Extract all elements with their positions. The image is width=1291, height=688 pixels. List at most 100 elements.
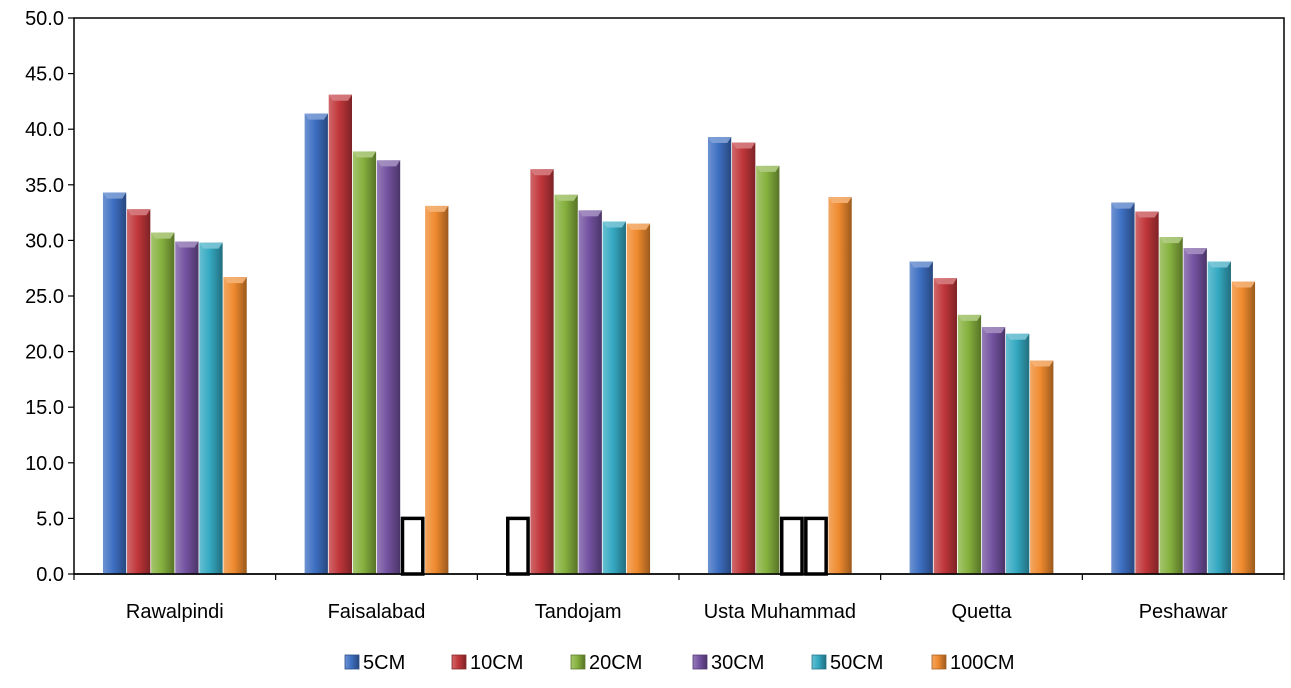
bar-bevel (626, 223, 651, 230)
legend-label: 10CM (470, 652, 523, 674)
missing-bar-placeholder (506, 516, 530, 576)
bar (578, 210, 602, 574)
bar (199, 242, 223, 574)
missing-bar-placeholder (804, 516, 828, 576)
bar-body (127, 209, 151, 574)
y-tick-label: 0.0 (36, 564, 64, 586)
bar-bevel (425, 205, 449, 212)
bar (530, 169, 554, 574)
y-tick-label: 20.0 (25, 342, 64, 364)
bar-body (957, 314, 982, 574)
legend-swatch (451, 654, 467, 670)
y-tick-label: 15.0 (25, 397, 64, 419)
bar-body (328, 94, 352, 574)
bar-bevel (1111, 202, 1135, 209)
legend-item: 20CM (570, 652, 642, 674)
legend-label: 50CM (830, 652, 883, 674)
bar-body (151, 232, 175, 574)
bar (909, 261, 933, 574)
bar (1111, 202, 1135, 575)
bar-body (102, 192, 127, 575)
y-tick-label: 30.0 (25, 230, 64, 252)
bar-body (352, 151, 377, 574)
bar-bevel (933, 278, 957, 285)
bar-body (909, 261, 933, 574)
bar-body (756, 165, 780, 574)
bar (175, 241, 199, 574)
bar (376, 160, 401, 574)
legend-item: 10CM (451, 652, 523, 674)
bar-bevel (732, 142, 756, 149)
bar-body (199, 242, 223, 574)
bar-body (1006, 333, 1030, 574)
legend-label: 30CM (711, 652, 764, 674)
y-tick-label: 50.0 (25, 8, 64, 30)
bar (328, 94, 352, 574)
x-tick-label: Tandojam (535, 601, 622, 623)
bar-bevel (1030, 360, 1054, 367)
legend-item: 100CM (931, 652, 1014, 674)
legend-item: 5CM (344, 652, 405, 674)
bar-body (602, 221, 626, 574)
bar-bevel (1159, 237, 1183, 244)
bar-bevel (578, 210, 602, 217)
bar (425, 205, 449, 575)
bar-body (828, 197, 852, 575)
bar-body (554, 194, 578, 575)
legend: 5CM 10CM 20CM 30CM 50CM 100CM (344, 652, 1014, 674)
bar (1207, 261, 1231, 574)
bar (223, 277, 247, 574)
bar-bevel (304, 113, 328, 120)
bar (1135, 211, 1159, 574)
bar-bevel (981, 327, 1006, 334)
bar (1030, 360, 1054, 574)
y-tick-label: 40.0 (25, 119, 64, 141)
bar-bevel (1231, 281, 1256, 288)
bar-bevel (828, 197, 852, 204)
bars (102, 94, 1256, 576)
bar (554, 194, 578, 575)
x-tick-label: Peshawar (1139, 601, 1228, 623)
bar-body (175, 241, 199, 574)
bar (756, 165, 780, 574)
y-tick-label: 45.0 (25, 64, 64, 86)
bar-body (732, 142, 756, 574)
y-axis: 0.0 5.0 10.0 15.0 20.0 25.0 30.0 35.0 40.0 45.0 50… (25, 8, 74, 586)
y-tick-label: 35.0 (25, 175, 64, 197)
x-axis: Rawalpindi Faisalabad Tandojam Usta Muhamma… (73, 573, 1285, 623)
bar (352, 151, 377, 574)
legend-swatch (570, 654, 586, 670)
missing-bar-placeholder (779, 516, 804, 576)
bar-bevel (376, 160, 401, 167)
bar (102, 192, 127, 575)
bar-body (626, 223, 651, 574)
y-tick-label: 25.0 (25, 286, 64, 308)
legend-swatch (692, 654, 708, 670)
bar (707, 136, 732, 574)
plot-area-border (73, 17, 1285, 575)
y-tick-label: 5.0 (36, 508, 64, 530)
bar-bevel (957, 314, 982, 321)
bar-bevel (554, 194, 578, 201)
bar-body (425, 205, 449, 575)
bar-bevel (602, 221, 626, 228)
bar (981, 327, 1006, 574)
bar (626, 223, 651, 574)
bar-body (530, 169, 554, 574)
bar-bevel (127, 209, 151, 216)
bar-body (981, 327, 1006, 574)
legend-swatch (811, 654, 827, 670)
bar-bevel (175, 241, 199, 248)
bar-bevel (102, 192, 127, 199)
bar (602, 221, 626, 574)
bar-body (1111, 202, 1135, 575)
bar-bevel (352, 151, 377, 158)
bar-bevel (1135, 211, 1159, 218)
legend-label: 100CM (950, 652, 1014, 674)
bar-body (223, 277, 247, 574)
bar (933, 278, 957, 574)
legend-item: 30CM (692, 652, 764, 674)
bar (828, 197, 852, 575)
bar (304, 113, 328, 574)
